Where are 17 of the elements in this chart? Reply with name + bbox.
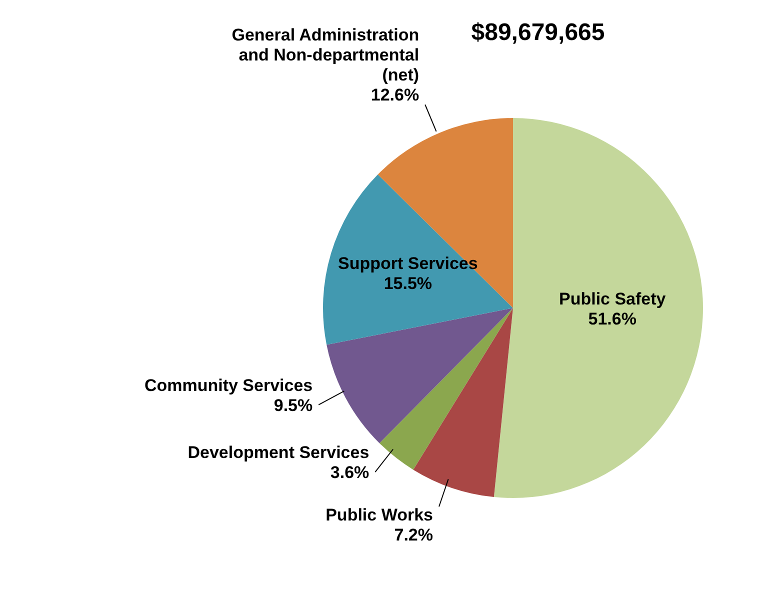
data-label: 12.6%: [370, 86, 420, 105]
pie-slice: [326, 308, 513, 444]
data-label: 7.2%: [394, 526, 433, 545]
slice-label: General Administration and Non-departmental (net): [232, 26, 420, 85]
data-label: 9.5%: [274, 396, 313, 415]
pie-slice: [494, 118, 703, 498]
pie-slice: [379, 308, 513, 470]
chart-title: $89,679,665: [471, 19, 605, 46]
data-label: 51.6%: [588, 309, 636, 328]
slice-label: Public Works: [326, 506, 433, 525]
slice-label: Development Services: [188, 443, 370, 462]
data-label: 15.5%: [384, 274, 432, 293]
data-label: 3.6%: [330, 463, 370, 482]
slice-label: Community Services: [144, 376, 313, 395]
pie-slice: [323, 174, 513, 345]
pie-slice: [413, 308, 513, 498]
slice-label: Public Safety: [558, 289, 666, 308]
